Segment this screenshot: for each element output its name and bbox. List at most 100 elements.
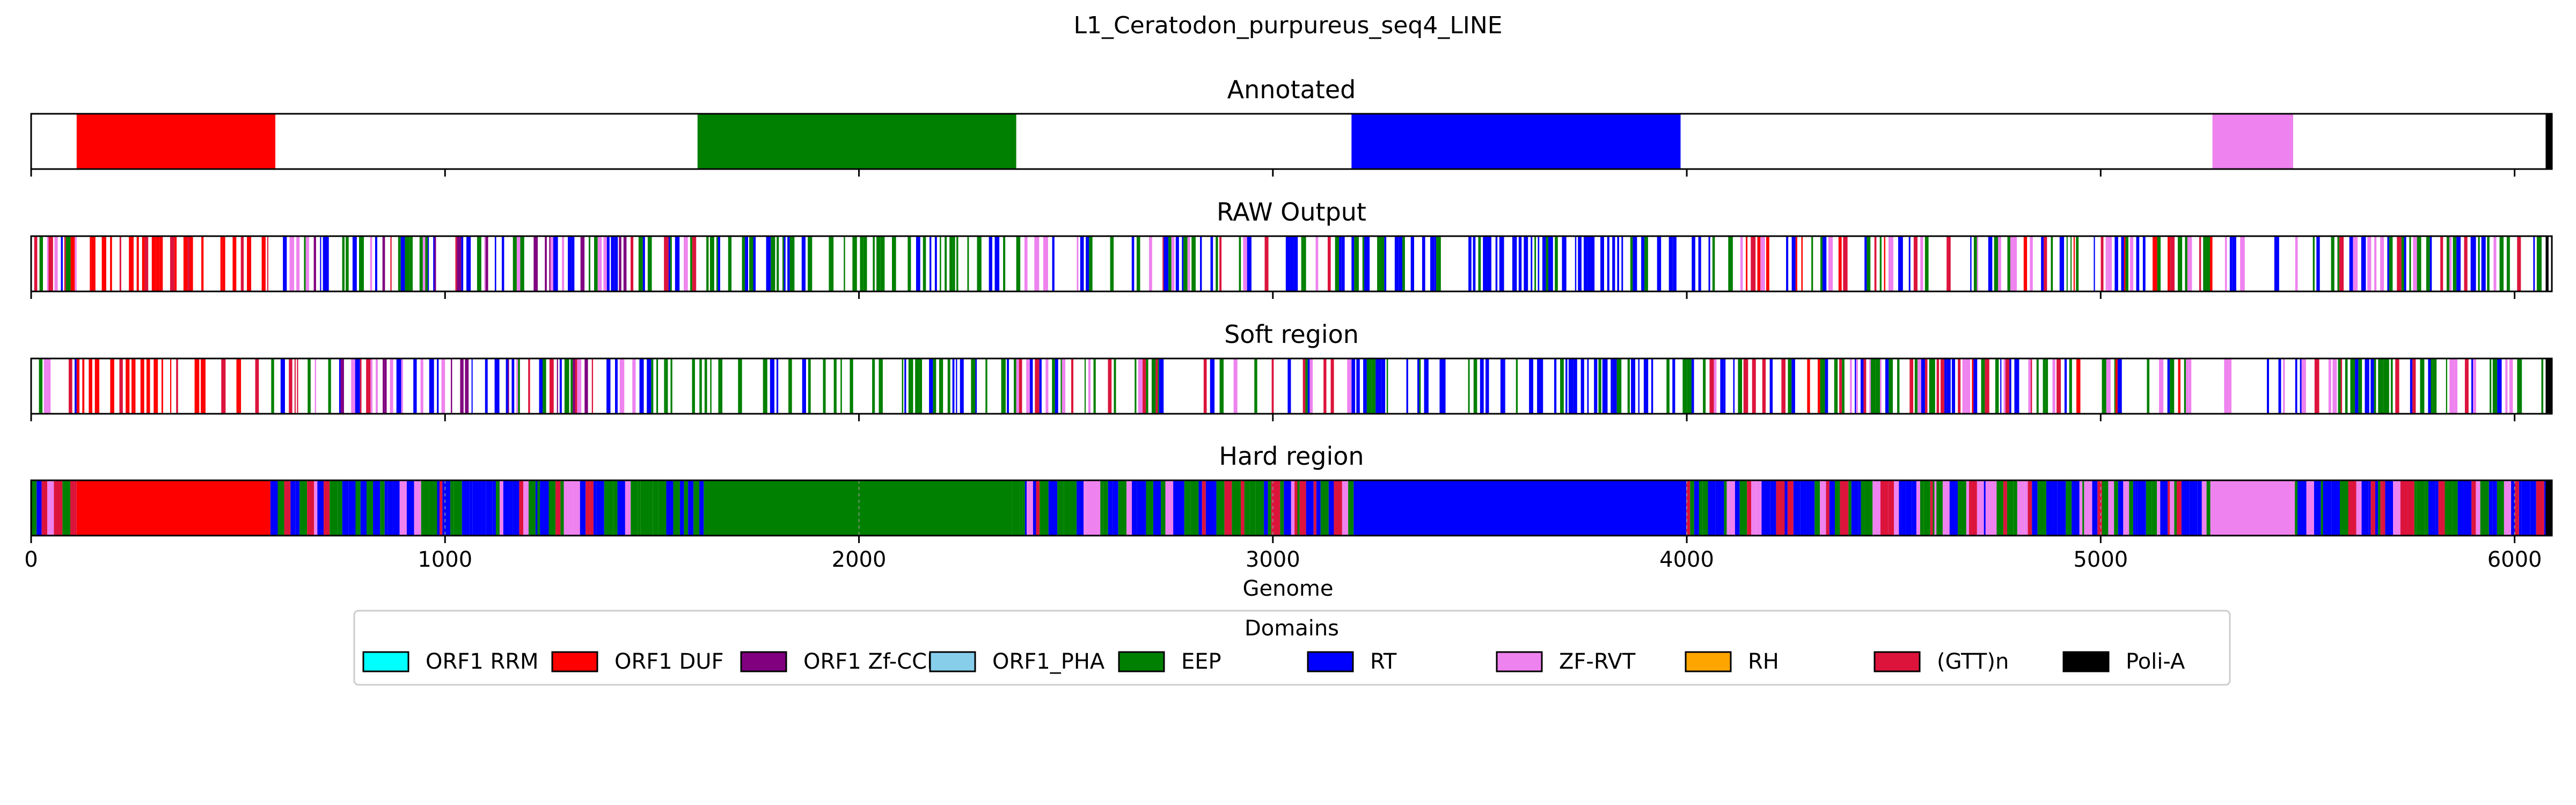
domain-stripe [940,236,941,291]
domain-stripe [2481,236,2486,291]
domain-stripe [555,480,561,536]
domain-stripe [1793,480,1801,536]
domain-stripe [1499,236,1504,291]
domain-stripe [2517,236,2521,291]
domain-stripe [2203,236,2206,291]
domain-stripe [1377,236,1380,291]
domain-stripe [1351,236,1355,291]
domain-stripe [1600,236,1604,291]
domain-stripe [1787,480,1794,536]
domain-stripe [1578,236,1582,291]
domain-stripe [1791,358,1795,414]
domain-stripe [749,236,753,291]
domain-stripe [1996,480,2003,536]
domain-stripe [2328,358,2331,414]
domain-stripe [1086,480,1095,536]
domain-stripe [549,236,551,291]
domain-stripe [564,480,573,536]
domain-stripe [949,236,953,291]
domain-stripe [428,236,429,291]
domain-stripe [1760,236,1765,291]
domain-stripe [784,236,786,291]
domain-stripe [977,236,982,291]
domain-stripe [1016,236,1021,291]
domain-stripe [953,236,955,291]
domain-stripe [348,480,356,536]
domain-stripe [2097,480,2102,536]
domain-segment [2545,114,2552,169]
domain-stripe [2137,480,2146,536]
domain-stripe [110,358,114,414]
legend-label: ZF-RVT [1559,649,1636,674]
domain-stripe [1766,236,1769,291]
domain-stripe [591,358,594,414]
domain-stripe [2224,236,2227,291]
domain-stripe [1301,236,1304,291]
domain-stripe [2355,358,2359,414]
domain-stripe [956,358,957,414]
domain-stripe [572,480,580,536]
domain-stripe [2353,236,2358,291]
domain-stripe [1012,480,1020,536]
domain-stripe [201,358,206,414]
domain-stripe [1055,358,1058,414]
domain-stripe [930,236,932,291]
domain-stripe [342,236,345,291]
domain-stripe [2384,358,2389,414]
domain-stripe [665,358,668,414]
domain-stripe [1761,480,1770,536]
domain-stripe [1077,236,1079,291]
domain-stripe [1040,480,1049,536]
domain-stripe [1801,236,1803,291]
domain-stripe [2181,480,2190,536]
domain-stripe [400,236,405,291]
legend-swatch [929,651,976,672]
domain-stripe [1182,236,1184,291]
domain-stripe [70,236,75,291]
domain-stripe [1341,236,1345,291]
domain-stripe [2076,236,2079,291]
domain-stripe [1621,236,1623,291]
domain-stripe [1735,480,1740,536]
domain-stripe [2407,480,2414,536]
domain-stripe [1584,236,1588,291]
domain-stripe [640,480,649,536]
domain-stripe [699,480,704,536]
domain-stripe [2189,480,2198,536]
domain-stripe [1052,358,1055,414]
domain-stripe [718,358,723,414]
domain-stripe [1875,358,1880,414]
domain-stripe [742,236,745,291]
domain-stripe [789,236,795,291]
domain-stripe [1668,236,1673,291]
domain-stripe [485,236,488,291]
domain-stripe [2240,236,2245,291]
track-frame [30,479,2553,537]
domain-stripe [503,480,510,536]
domain-stripe [2368,480,2371,536]
domain-stripe [2069,358,2072,414]
domain-stripe [2454,358,2457,414]
domain-stripe [2410,358,2413,414]
domain-stripe [1095,480,1097,536]
domain-stripe [295,480,300,536]
domain-stripe [597,236,602,291]
domain-stripe [679,480,684,536]
domain-stripe [2383,358,2385,414]
domain-stripe [239,358,241,414]
domain-stripe [2314,480,2321,536]
domain-stripe [1294,480,1298,536]
legend-swatch [740,651,787,672]
domain-stripe [2092,480,2098,536]
domain-stripe [1631,358,1636,414]
domain-stripe [492,480,496,536]
domain-stripe [1870,358,1876,414]
domain-stripe [2428,480,2436,536]
domain-stripe [1611,358,1613,414]
domain-stripe [685,236,688,291]
domain-stripe [2300,358,2302,414]
domain-stripe [2374,358,2376,414]
domain-stripe [690,236,692,291]
domain-stripe [101,236,106,291]
domain-stripe [1342,480,1349,536]
